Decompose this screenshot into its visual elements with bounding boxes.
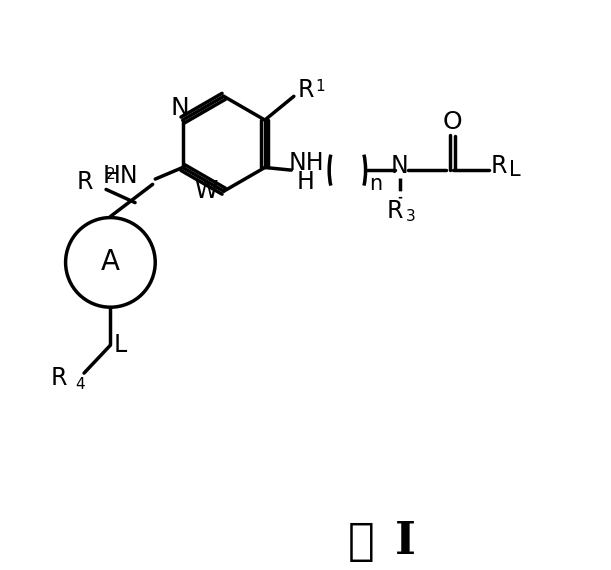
Text: A: A: [101, 249, 120, 276]
Text: HN: HN: [103, 164, 138, 189]
Text: N: N: [391, 154, 409, 178]
Text: R: R: [76, 169, 93, 194]
Text: R: R: [297, 78, 313, 102]
Text: I: I: [395, 520, 416, 563]
Text: 1: 1: [315, 79, 325, 94]
Text: L: L: [113, 333, 126, 357]
Text: 2: 2: [106, 167, 115, 182]
Text: R: R: [51, 367, 67, 390]
Text: H: H: [297, 170, 315, 194]
Text: 式: 式: [348, 520, 375, 563]
Text: NH: NH: [288, 151, 324, 175]
Text: R: R: [491, 154, 507, 178]
Text: 4: 4: [76, 377, 85, 392]
Text: N: N: [170, 96, 189, 120]
Text: W: W: [194, 180, 218, 203]
Text: R: R: [386, 200, 403, 223]
Text: n: n: [369, 174, 382, 194]
Text: O: O: [443, 109, 463, 133]
Text: L: L: [509, 160, 521, 180]
Text: 3: 3: [406, 209, 415, 224]
